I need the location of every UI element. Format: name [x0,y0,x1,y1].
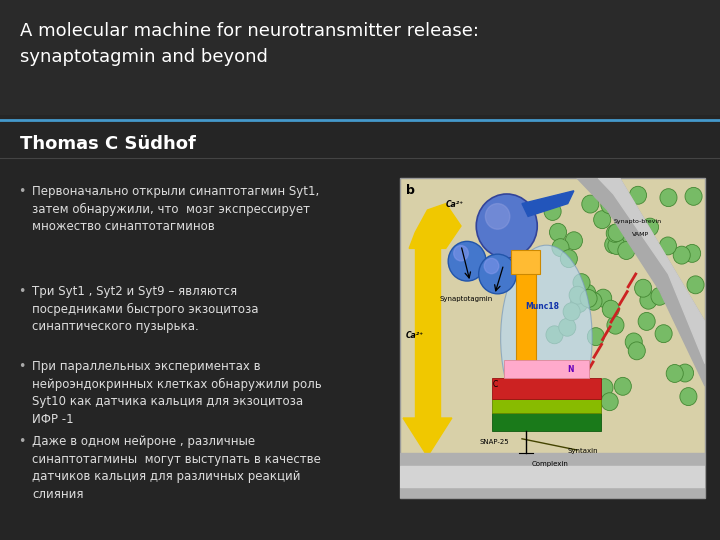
Circle shape [485,204,510,229]
Circle shape [660,237,677,255]
Circle shape [588,328,604,346]
Circle shape [614,377,631,395]
Polygon shape [522,191,574,217]
Circle shape [552,239,569,256]
Circle shape [638,313,655,330]
Circle shape [602,300,619,318]
Circle shape [565,232,582,249]
Circle shape [601,393,618,410]
Circle shape [618,230,635,248]
Polygon shape [403,418,452,456]
Text: A molecular machine for neurotransmitter release:: A molecular machine for neurotransmitter… [20,22,479,40]
Circle shape [454,246,468,261]
Circle shape [606,225,624,242]
Polygon shape [577,178,705,386]
Circle shape [655,325,672,343]
Text: Synaptotagmin: Synaptotagmin [440,296,493,302]
Circle shape [570,295,588,313]
Circle shape [569,286,586,304]
Bar [492,378,601,399]
Circle shape [687,276,704,294]
Circle shape [651,287,668,305]
Circle shape [607,316,624,334]
Text: •: • [18,435,25,448]
Text: Ca²⁺: Ca²⁺ [406,331,424,340]
Polygon shape [598,178,705,363]
Circle shape [582,195,599,213]
Circle shape [579,284,596,302]
Polygon shape [400,453,705,498]
Circle shape [484,258,499,274]
FancyBboxPatch shape [0,0,720,115]
Polygon shape [415,248,440,418]
Circle shape [448,241,486,281]
Circle shape [608,224,625,241]
Circle shape [479,254,516,294]
Polygon shape [409,204,461,248]
Circle shape [560,249,577,268]
Circle shape [476,194,537,258]
Bar [492,399,601,413]
Circle shape [594,211,611,228]
Circle shape [666,364,683,382]
Text: Synapto-brevin: Synapto-brevin [614,219,662,224]
Circle shape [580,289,597,307]
Bar [516,268,536,421]
Circle shape [629,342,645,360]
Circle shape [546,326,563,344]
Text: SNAP-25: SNAP-25 [480,438,509,444]
Circle shape [660,188,677,207]
Text: C: C [493,380,498,389]
Circle shape [629,186,647,204]
Circle shape [680,388,697,406]
Polygon shape [400,466,705,487]
Circle shape [683,245,701,262]
Text: synaptotagmin and beyond: synaptotagmin and beyond [20,48,268,66]
Circle shape [549,224,567,241]
Text: Даже в одном нейроне , различные
синаптотагмины  могут выступать в качестве
датч: Даже в одном нейроне , различные синапто… [32,435,321,501]
Circle shape [618,241,635,260]
Circle shape [595,289,612,307]
Bar [492,413,601,431]
Text: N: N [568,364,575,374]
Circle shape [667,291,684,308]
Circle shape [673,246,690,264]
Circle shape [642,218,659,236]
Circle shape [596,379,613,396]
Circle shape [544,202,561,220]
Circle shape [559,318,576,336]
Text: При параллельных экспериментах в
нейроэндокринных клетках обнаружили роль
Syt10 : При параллельных экспериментах в нейроэн… [32,360,322,426]
Circle shape [660,279,676,298]
Circle shape [573,274,590,292]
Circle shape [634,279,652,297]
Text: VAMP: VAMP [632,232,649,237]
Text: Syntaxin: Syntaxin [568,448,598,454]
Text: Complexin: Complexin [531,461,568,467]
Circle shape [563,303,580,321]
Circle shape [625,333,642,351]
Text: b: b [406,184,415,197]
Text: Три Syt1 , Syt2 и Syt9 – являются
посредниками быстрого экзоцитоза
синаптическог: Три Syt1 , Syt2 и Syt9 – являются посред… [32,285,258,333]
Bar [511,250,540,274]
FancyBboxPatch shape [0,115,720,540]
Circle shape [601,196,618,214]
Circle shape [640,291,657,309]
Circle shape [677,364,693,382]
Circle shape [605,235,622,254]
Text: Первоначально открыли синаптотагмин Syt1,
затем обнаружили, что  мозг экспрессир: Первоначально открыли синаптотагмин Syt1… [32,185,319,233]
Circle shape [685,187,702,205]
Bar [504,360,589,378]
FancyBboxPatch shape [400,178,705,498]
Circle shape [585,292,602,310]
Text: Thomas C Südhof: Thomas C Südhof [20,135,196,153]
Text: •: • [18,185,25,198]
Ellipse shape [500,245,592,431]
Text: •: • [18,285,25,298]
Text: Ca²⁺: Ca²⁺ [446,200,464,209]
Text: •: • [18,360,25,373]
Text: Munc18: Munc18 [525,302,559,311]
Circle shape [608,237,625,254]
